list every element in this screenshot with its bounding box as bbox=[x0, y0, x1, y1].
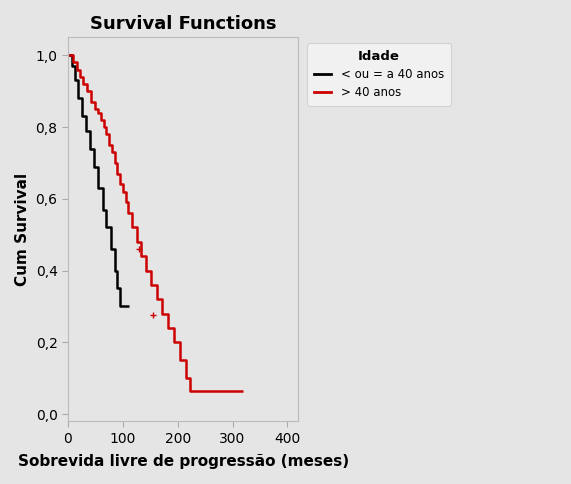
X-axis label: Sobrevida livre de progressão (meses): Sobrevida livre de progressão (meses) bbox=[18, 454, 349, 469]
Y-axis label: Cum Survival: Cum Survival bbox=[15, 173, 30, 286]
Legend: < ou = a 40 anos, > 40 anos: < ou = a 40 anos, > 40 anos bbox=[307, 43, 451, 106]
Title: Survival Functions: Survival Functions bbox=[90, 15, 276, 33]
